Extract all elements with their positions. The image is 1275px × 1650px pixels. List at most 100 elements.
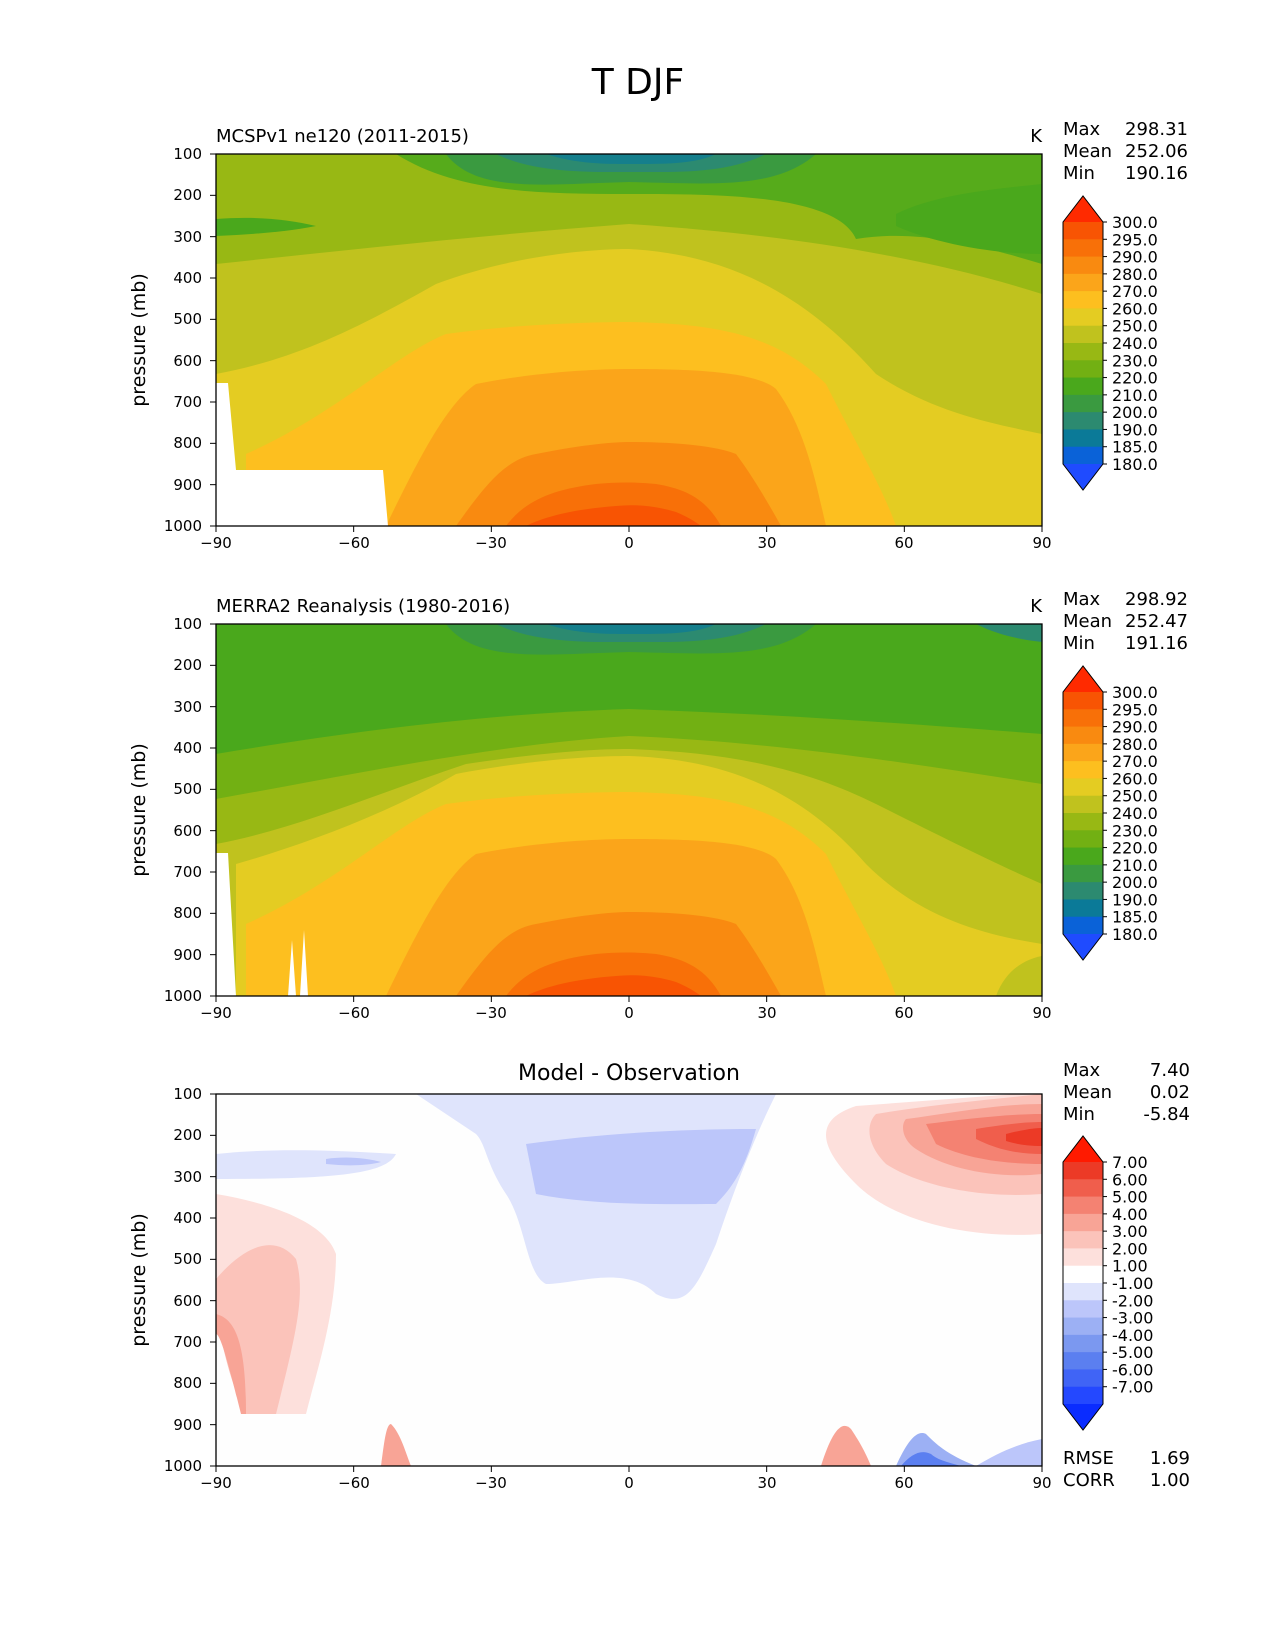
y-tick-label: 400 bbox=[173, 269, 202, 287]
y-tick-label: 900 bbox=[173, 476, 202, 494]
colorbar-segment bbox=[1063, 882, 1103, 900]
stat-value-max: 298.31 bbox=[1125, 119, 1188, 140]
colorbar-tick-label: -6.00 bbox=[1112, 1360, 1153, 1379]
colorbar-tick-label: 280.0 bbox=[1112, 735, 1158, 754]
stat-value-min: -5.84 bbox=[1143, 1104, 1190, 1125]
colorbar-tick-label: 260.0 bbox=[1112, 299, 1158, 318]
colorbar-tick-label: 1.00 bbox=[1112, 1257, 1148, 1276]
colorbar-tick-label: 300.0 bbox=[1112, 213, 1158, 232]
colorbar-segment bbox=[1063, 1265, 1103, 1284]
colorbar-segment bbox=[1063, 222, 1103, 240]
band-300-plus bbox=[526, 505, 701, 526]
y-axis-label: pressure (mb) bbox=[128, 1213, 150, 1347]
colorbar-tick-label: 210.0 bbox=[1112, 856, 1158, 875]
colorbar-tick-label: 295.0 bbox=[1112, 700, 1158, 719]
colorbar-tick-label: 230.0 bbox=[1112, 821, 1158, 840]
colorbar-extend-top bbox=[1063, 666, 1103, 692]
y-axis: 100 200 300 400 500 600 700 800 900 1000 bbox=[164, 615, 202, 1005]
colorbar-tick-label: 295.0 bbox=[1112, 230, 1158, 249]
colorbar-extend-bottom bbox=[1063, 464, 1103, 490]
y-tick-label: 900 bbox=[173, 1416, 202, 1434]
colorbar-extend-bottom bbox=[1063, 934, 1103, 960]
y-tick-label: 500 bbox=[173, 310, 202, 328]
colorbar-segment bbox=[1063, 916, 1103, 935]
stat-label-max: Max bbox=[1063, 119, 1101, 140]
colorbar-tick-label: 280.0 bbox=[1112, 265, 1158, 284]
colorbar-tick-label: -1.00 bbox=[1112, 1274, 1153, 1293]
colorbar-segment bbox=[1063, 1213, 1103, 1232]
x-tick-label: 0 bbox=[624, 1474, 634, 1492]
colorbar-segment bbox=[1063, 256, 1103, 275]
x-tick-label: 30 bbox=[757, 534, 776, 552]
band-220-230-upper bbox=[216, 154, 1042, 264]
x-tick-label: −30 bbox=[475, 1474, 507, 1492]
x-tick-label: 90 bbox=[1032, 1004, 1051, 1022]
x-tick-label: −60 bbox=[338, 534, 370, 552]
y-tick-label: 300 bbox=[173, 1168, 202, 1186]
colorbar-segment bbox=[1063, 1283, 1103, 1301]
colorbar-segment bbox=[1063, 291, 1103, 309]
colorbar-tick-label: -2.00 bbox=[1112, 1291, 1153, 1310]
colorbar-segment bbox=[1063, 899, 1103, 918]
stat-value-min: 190.16 bbox=[1125, 163, 1188, 184]
x-tick-label: 90 bbox=[1032, 534, 1051, 552]
y-tick-label: 500 bbox=[173, 780, 202, 798]
band-190-200 bbox=[546, 624, 716, 634]
stat-value-max: 7.40 bbox=[1150, 1060, 1190, 1081]
y-tick-label: 100 bbox=[173, 615, 202, 633]
stat-label-rmse: RMSE bbox=[1063, 1448, 1114, 1469]
colorbar-tick-label: 185.0 bbox=[1112, 908, 1158, 927]
colorbar-tick-label: 230.0 bbox=[1112, 351, 1158, 370]
colorbar-segment bbox=[1063, 377, 1103, 396]
band-south-minus-1 bbox=[216, 1150, 396, 1179]
colorbar-segment bbox=[1063, 412, 1103, 430]
colorbar-tick-label: 250.0 bbox=[1112, 787, 1158, 806]
panel-title: Model - Observation bbox=[518, 1061, 740, 1086]
colorbar-tick-label: 7.00 bbox=[1112, 1153, 1148, 1172]
y-tick-label: 1000 bbox=[164, 987, 202, 1005]
stat-label-corr: CORR bbox=[1063, 1470, 1115, 1491]
colorbar-tick-label: 210.0 bbox=[1112, 386, 1158, 405]
panel-difference: Model - Observation 100 200 300 400 500 … bbox=[128, 1060, 1190, 1492]
y-tick-label: 300 bbox=[173, 228, 202, 246]
colorbar-segment bbox=[1063, 1352, 1103, 1370]
stat-label-mean: Mean bbox=[1063, 141, 1112, 162]
x-tick-label: 60 bbox=[894, 1004, 913, 1022]
colorbar-segment bbox=[1063, 1162, 1103, 1180]
y-tick-label: 600 bbox=[173, 1292, 202, 1310]
colorbar-segment bbox=[1063, 1386, 1103, 1405]
colorbar-segment bbox=[1063, 847, 1103, 866]
colorbar-tick-label: 300.0 bbox=[1112, 683, 1158, 702]
colorbar-tick-label: 270.0 bbox=[1112, 282, 1158, 301]
band-north-cold-top bbox=[976, 624, 1042, 642]
y-tick-label: 200 bbox=[173, 186, 202, 204]
colorbar-outline bbox=[1062, 1135, 1104, 1431]
colorbar-segment bbox=[1063, 1369, 1103, 1388]
y-tick-label: 400 bbox=[173, 739, 202, 757]
stat-value-mean: 252.06 bbox=[1125, 141, 1188, 162]
y-tick-label: 300 bbox=[173, 698, 202, 716]
colorbar-extend-bottom bbox=[1063, 1404, 1103, 1430]
colorbar: 7.006.005.004.003.002.001.00-1.00-2.00-3… bbox=[1062, 1135, 1153, 1431]
contour-field-observation bbox=[216, 624, 1042, 996]
colorbar-tick-label: 190.0 bbox=[1112, 890, 1158, 909]
colorbar-tick-label: -4.00 bbox=[1112, 1326, 1153, 1345]
contour-field-model bbox=[216, 154, 1042, 526]
colorbar-tick-label: 4.00 bbox=[1112, 1205, 1148, 1224]
colorbar-segment bbox=[1063, 273, 1103, 292]
colorbar-tick-label: 6.00 bbox=[1112, 1170, 1148, 1189]
stat-label-min: Min bbox=[1063, 633, 1095, 654]
stat-value-corr: 1.00 bbox=[1150, 1470, 1190, 1491]
band-south-jet bbox=[216, 217, 316, 236]
colorbar-tick-label: 2.00 bbox=[1112, 1239, 1148, 1258]
colorbar-segment bbox=[1063, 830, 1103, 849]
band-north-cold bbox=[896, 184, 1042, 254]
colorbar-segment bbox=[1063, 813, 1103, 831]
stats-box: Max 298.31 Mean 252.06 Min 190.16 bbox=[1063, 119, 1188, 184]
x-tick-label: −90 bbox=[200, 1474, 232, 1492]
colorbar-tick-label: 240.0 bbox=[1112, 804, 1158, 823]
x-tick-label: −60 bbox=[338, 1474, 370, 1492]
x-tick-label: 0 bbox=[624, 534, 634, 552]
colorbar-segment bbox=[1063, 1179, 1103, 1198]
colorbar-segment bbox=[1063, 709, 1103, 728]
